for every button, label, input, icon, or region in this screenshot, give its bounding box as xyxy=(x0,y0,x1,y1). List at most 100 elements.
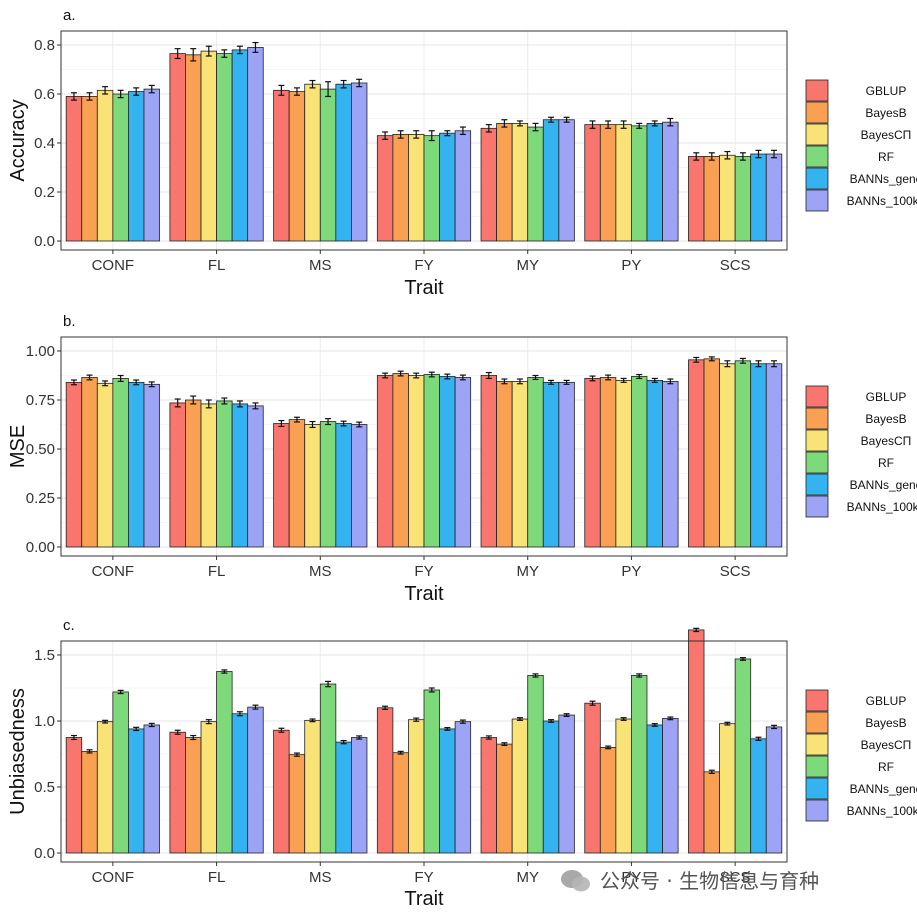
bar-ms-bayescπ xyxy=(304,83,321,242)
error-bar xyxy=(236,711,243,717)
legend-item: RF xyxy=(805,755,894,778)
bar-py-bayescπ xyxy=(615,718,632,854)
legend-key xyxy=(805,429,829,452)
bar-py-rf xyxy=(631,675,648,854)
error-bar xyxy=(516,378,523,385)
legend-item: BayesB xyxy=(805,407,907,430)
x-tick-label: FY xyxy=(414,563,433,580)
bar-fy-bayesb xyxy=(392,373,409,548)
bar-my-banns_gene xyxy=(542,381,560,548)
legend-key xyxy=(805,189,829,212)
error-bar xyxy=(739,152,746,161)
legend-label: BayesCΠ xyxy=(861,434,912,448)
bar-scs-banns_100kb xyxy=(765,363,783,548)
error-bar xyxy=(413,130,420,139)
bar-my-rf xyxy=(527,377,544,548)
legend-label: BANNs_100kb xyxy=(847,500,917,514)
legend: GBLUP BayesB BayesCΠ RF BANNs_gene BANNs_100k… xyxy=(805,385,917,518)
bar-fy-bayescπ xyxy=(408,134,425,242)
x-tick-label: FL xyxy=(208,257,226,274)
bar-conf-banns_gene xyxy=(128,381,145,548)
error-bar xyxy=(708,356,715,362)
panel-label: b. xyxy=(63,313,76,330)
error-bar xyxy=(356,735,363,740)
bar-fl-bayescπ xyxy=(200,721,217,854)
error-bar xyxy=(221,397,228,405)
error-bar xyxy=(236,45,243,55)
error-bar xyxy=(620,120,627,129)
legend-item: BayesCΠ xyxy=(805,123,911,146)
error-bar xyxy=(708,769,715,775)
x-tick-label: PY xyxy=(621,869,641,886)
bar-conf-gblup xyxy=(65,381,83,548)
y-tick-label: 0.75 xyxy=(26,392,55,409)
y-tick-label: 0.0 xyxy=(34,233,55,250)
bar-my-bayescπ xyxy=(511,718,529,854)
error-bar xyxy=(667,117,674,127)
bar-conf-rf xyxy=(112,691,129,854)
x-tick-label: MY xyxy=(516,563,539,580)
error-bar xyxy=(293,752,300,757)
x-tick-label: CONF xyxy=(92,869,135,886)
x-tick-label: FL xyxy=(208,563,226,580)
bar-fl-bayescπ xyxy=(200,50,217,242)
error-bar xyxy=(459,374,466,381)
error-bar xyxy=(413,372,420,379)
error-bar xyxy=(620,717,627,721)
error-bar xyxy=(356,78,363,88)
error-bar xyxy=(485,124,492,133)
error-bar xyxy=(221,669,228,674)
error-bar xyxy=(693,152,700,161)
error-bar xyxy=(589,375,596,382)
error-bar xyxy=(755,360,762,368)
bar-scs-bayesb xyxy=(703,358,720,548)
error-bar xyxy=(516,120,523,127)
legend-item: BANNs_gene xyxy=(805,777,917,800)
error-bar xyxy=(117,89,124,99)
watermark: 公众号 · 生物信息与育种 xyxy=(561,869,819,893)
error-bar xyxy=(501,742,508,747)
y-tick-label: 1.00 xyxy=(26,343,55,360)
legend-key xyxy=(805,711,829,734)
error-bar xyxy=(563,116,570,123)
bar-conf-bayesb xyxy=(81,750,98,854)
bar-ms-gblup xyxy=(273,729,290,854)
error-bar xyxy=(563,713,570,717)
bar-my-bayesb xyxy=(496,123,513,242)
bar-py-banns_100kb xyxy=(662,380,679,548)
wechat-bubble xyxy=(572,876,590,892)
bar-fy-bayescπ xyxy=(408,375,425,548)
legend-item: BANNs_gene xyxy=(805,473,917,496)
y-tick-label: 0.0 xyxy=(34,845,55,862)
error-bar xyxy=(532,374,539,381)
legend-label: GBLUP xyxy=(866,390,907,404)
error-bar xyxy=(428,687,435,693)
error-bar xyxy=(148,381,155,388)
error-bar xyxy=(444,726,451,731)
bar-fl-bayesb xyxy=(185,737,202,854)
legend-key xyxy=(805,733,829,756)
bar-fy-banns_100kb xyxy=(454,721,472,854)
bar-fy-rf xyxy=(423,689,440,854)
bar-fy-gblup xyxy=(376,135,394,242)
wechat-icon xyxy=(561,870,590,892)
bar-scs-banns_100kb xyxy=(765,153,783,242)
x-tick-label: SCS xyxy=(720,869,751,886)
legend-item: RF xyxy=(805,145,894,168)
legend: GBLUP BayesB BayesCΠ RF BANNs_gene BANNs_100k… xyxy=(805,689,917,822)
error-bar xyxy=(325,418,332,426)
legend-item: BANNs_gene xyxy=(805,167,917,190)
error-bar xyxy=(459,719,466,724)
legend-label: RF xyxy=(878,760,894,774)
error-bar xyxy=(86,749,93,754)
panel-label: c. xyxy=(63,617,75,634)
x-axis-title: Trait xyxy=(404,888,444,910)
error-bar xyxy=(636,373,643,380)
error-bar xyxy=(102,380,109,387)
error-bar xyxy=(755,736,762,742)
bar-conf-banns_gene xyxy=(128,91,145,242)
error-bar xyxy=(356,421,363,428)
legend-item: BayesCΠ xyxy=(805,429,912,452)
error-bar xyxy=(771,149,778,159)
